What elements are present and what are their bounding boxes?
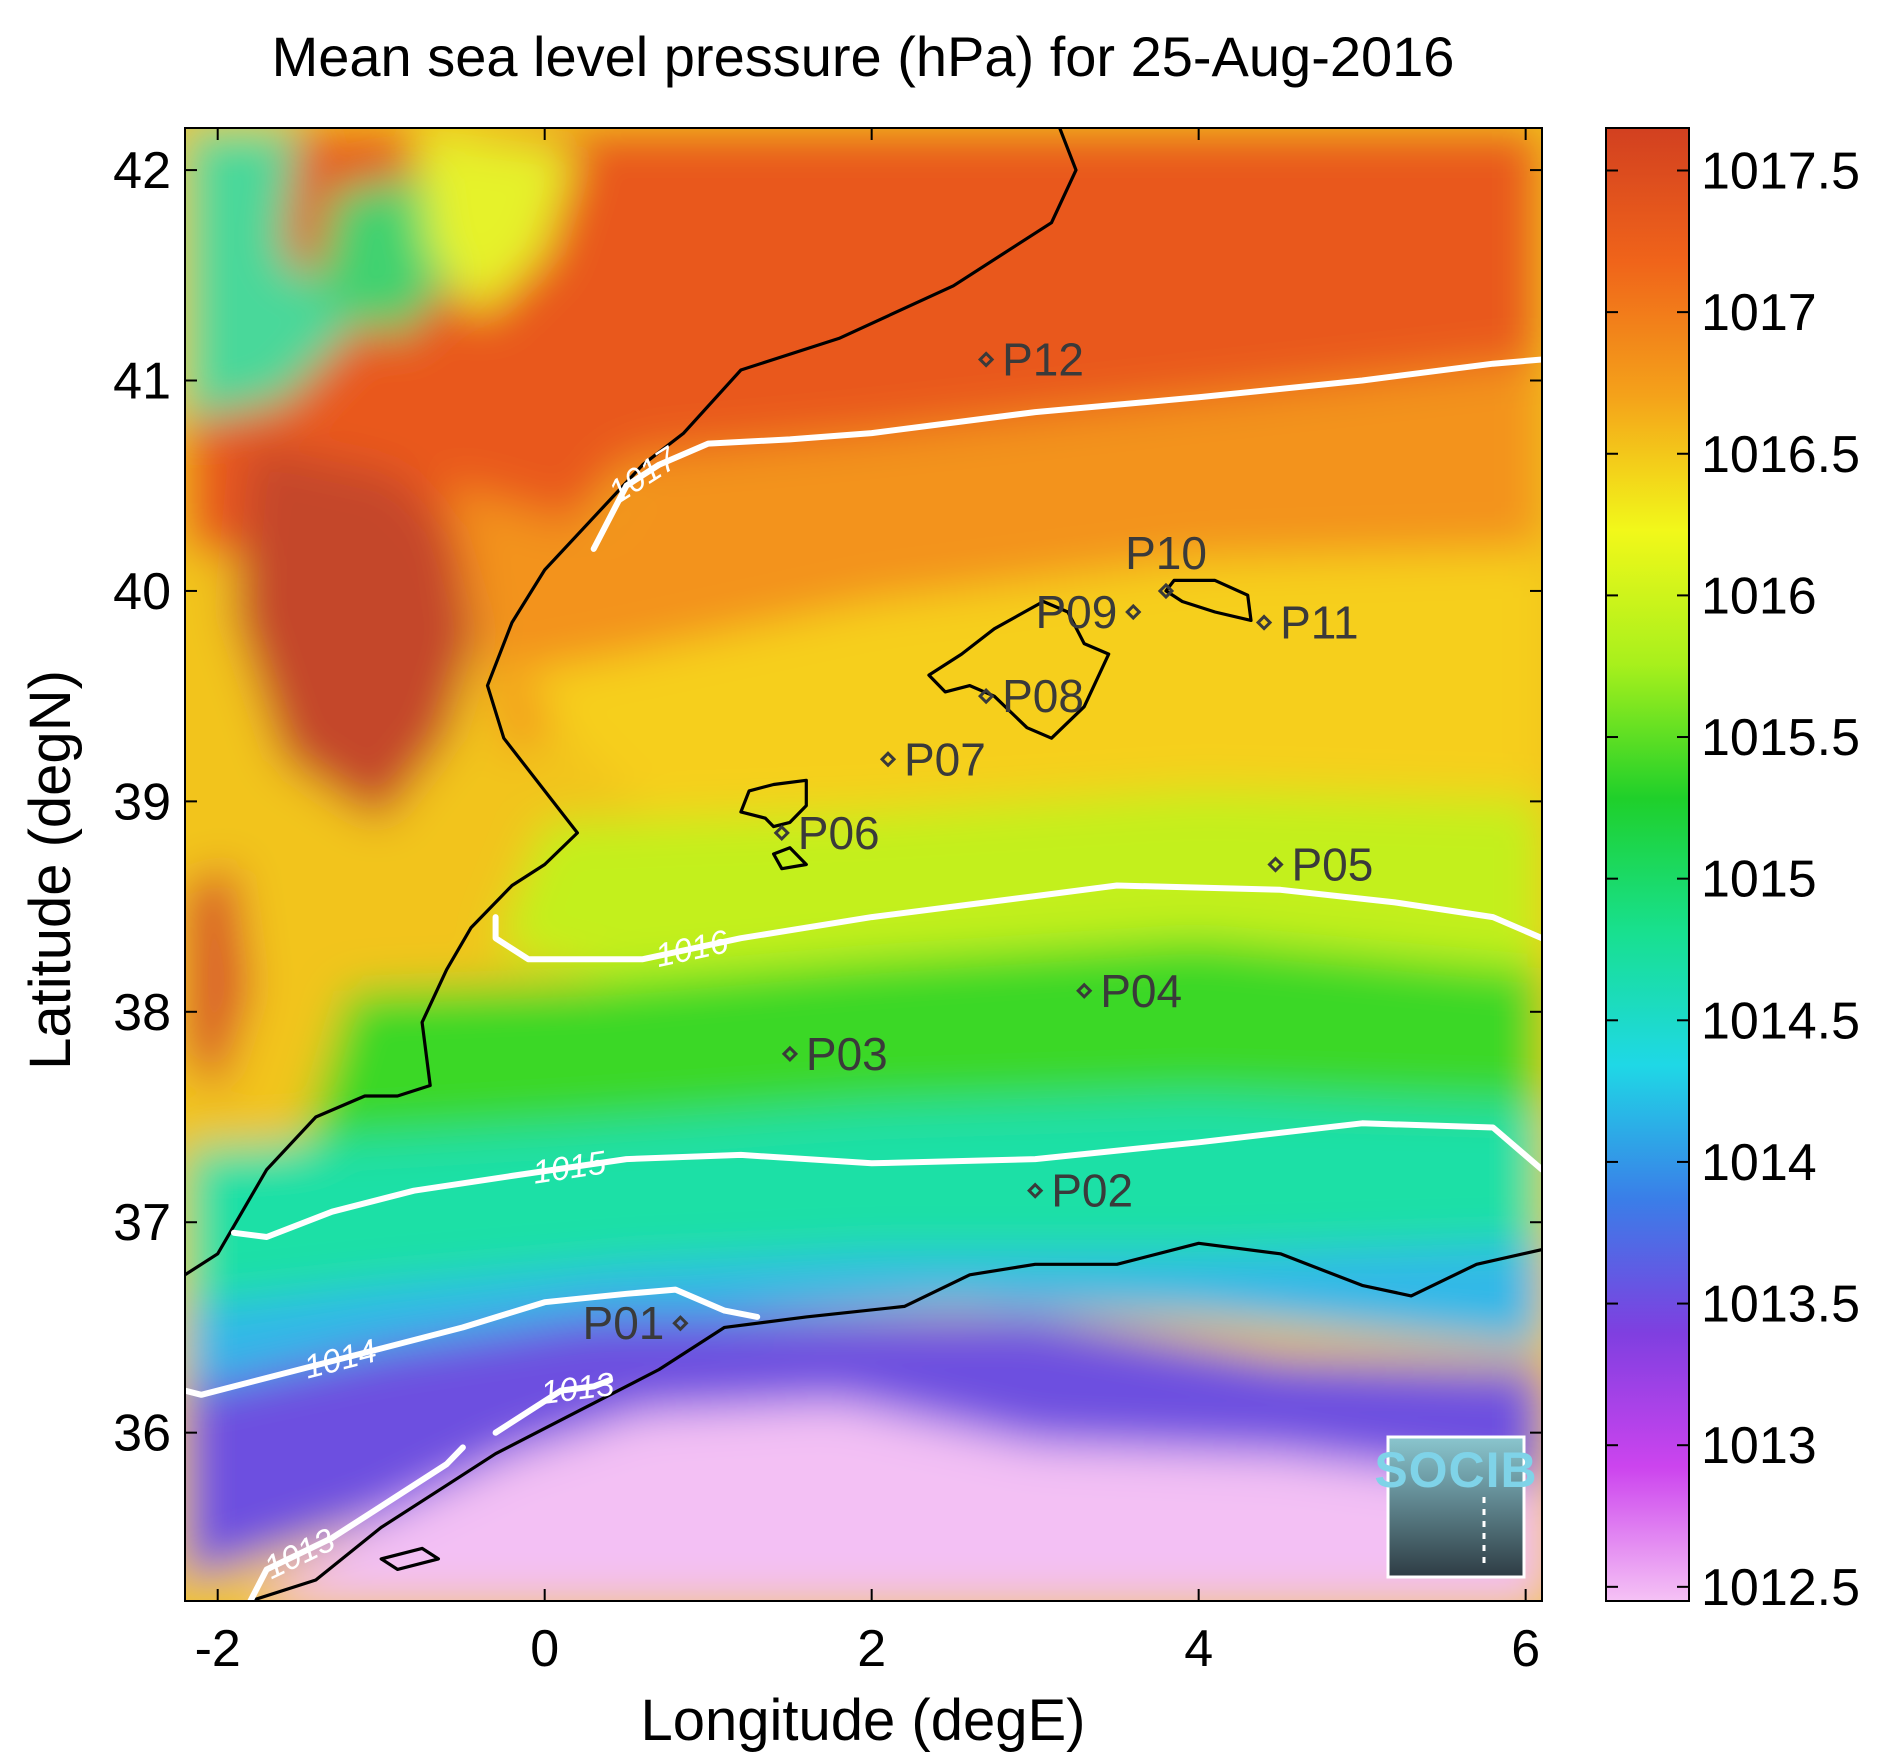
pressure-band-12 <box>185 128 365 423</box>
pressure-band-9 <box>250 1401 1542 1601</box>
plot-frame <box>184 127 1543 1602</box>
pressure-band-14 <box>413 128 578 318</box>
x-tick-label: 2 <box>857 1620 886 1678</box>
pressure-band-6 <box>185 1096 1542 1328</box>
station-marker-p08 <box>977 688 995 705</box>
station-label-p08: P08 <box>1002 670 1084 722</box>
pressure-band-3 <box>512 548 1542 844</box>
station-marker-p02 <box>1027 1182 1044 1199</box>
station-label-p12: P12 <box>1002 334 1084 386</box>
pressure-band-7 <box>185 1243 1542 1433</box>
colorbar-tick-label: 1014 <box>1701 1134 1817 1192</box>
contour-1015 <box>231 1120 1542 1240</box>
station-label-p02: P02 <box>1051 1165 1133 1217</box>
pressure-band-2 <box>446 359 1542 760</box>
colorbar-tick-label: 1017.5 <box>1701 142 1860 200</box>
station-label-p09: P09 <box>1035 586 1117 638</box>
contour-1016 <box>492 882 1542 963</box>
y-tick-label: 42 <box>113 142 171 200</box>
colorbar: 1012.5 1013 1013.5 1014 1014.5 1015 1015.5 1016… <box>1605 127 1860 1617</box>
pressure-band-10 <box>234 443 480 823</box>
logo-background <box>1386 1435 1526 1579</box>
station-marker-p11 <box>1255 614 1273 631</box>
colorbar-tick-label: 1013 <box>1701 1417 1817 1475</box>
station-label-p05: P05 <box>1292 839 1374 891</box>
y-tick-label: 37 <box>113 1194 171 1252</box>
contour-1013 <box>247 1444 466 1601</box>
station-label-p04: P04 <box>1100 965 1182 1017</box>
coastline <box>185 128 1542 1601</box>
station-label-p06: P06 <box>798 807 880 859</box>
station-label-p10: P10 <box>1125 527 1207 579</box>
pressure-band-8 <box>185 1316 1542 1580</box>
coastline-menorca <box>1164 578 1253 622</box>
station-label-p11: P11 <box>1280 597 1358 649</box>
pressure-band-11 <box>185 864 251 1096</box>
coastline-mallorca <box>927 599 1111 740</box>
chart-title: Mean sea level pressure (hPa) for 25-Aug… <box>272 25 1455 88</box>
x-tick-label: 4 <box>1184 1620 1213 1678</box>
colorbar-tick-label: 1016.5 <box>1701 426 1860 484</box>
socib-logo: SOCIB <box>1374 1435 1537 1579</box>
x-tick-label: 6 <box>1511 1620 1540 1678</box>
colorbar-tick-label: 1015.5 <box>1701 709 1860 767</box>
colorbar-tick-label: 1014.5 <box>1701 992 1860 1050</box>
contour-1014 <box>185 1286 761 1398</box>
coastline-formentera <box>772 846 808 871</box>
station-marker-p05 <box>1267 856 1284 873</box>
coastline-iberia <box>185 128 1078 1277</box>
coastline-ibiza <box>739 778 808 829</box>
x-tick-label: 0 <box>530 1620 559 1678</box>
contour-1013 <box>492 1377 614 1436</box>
colorbar-tick-label: 1013.5 <box>1701 1276 1860 1334</box>
station-label-p03: P03 <box>806 1028 888 1080</box>
y-tick-label: 41 <box>113 353 171 411</box>
colorbar-tick-label: 1016 <box>1701 567 1817 625</box>
station-marker-p04 <box>1076 982 1093 999</box>
colorbar-tick-label: 1015 <box>1701 851 1817 909</box>
station-label-p07: P07 <box>904 733 986 785</box>
station-marker-p01 <box>672 1315 689 1332</box>
logo-text: SOCIB <box>1374 1442 1537 1498</box>
y-tick-label: 38 <box>113 984 171 1042</box>
contour-1017 <box>590 356 1542 552</box>
station-marker-p12 <box>977 351 995 368</box>
y-axis-label: Latitude (degN) <box>18 670 83 1070</box>
y-tick-label: 36 <box>113 1405 171 1463</box>
station-marker-p09 <box>1125 603 1142 621</box>
x-axis-ticks: -2 0 2 4 6 <box>195 128 1540 1678</box>
pressure-field <box>185 128 1542 1601</box>
colorbar-tick-label: 1012.5 <box>1701 1559 1860 1617</box>
station-marker-p03 <box>781 1045 799 1063</box>
x-tick-label: -2 <box>195 1620 241 1678</box>
x-axis-label: Longitude (degE) <box>641 1688 1086 1753</box>
coastline-africa <box>249 1241 1542 1601</box>
y-tick-label: 39 <box>113 773 171 831</box>
station-label-p01: P01 <box>583 1297 665 1349</box>
station-marker-p06 <box>773 824 790 842</box>
y-axis-ticks: 36 37 38 39 40 41 42 <box>113 142 1542 1463</box>
coastline-islet <box>379 1546 440 1571</box>
station-marker-p07 <box>879 751 897 768</box>
y-tick-label: 40 <box>113 563 171 621</box>
colorbar-tick-label: 1017 <box>1701 284 1817 342</box>
colorbar-ticks: 1012.5 1013 1013.5 1014 1014.5 1015 1015.5 1016… <box>1606 142 1860 1617</box>
pressure-band-5 <box>299 938 1542 1160</box>
colorbar-gradient <box>1605 127 1690 1602</box>
station-marker-p10 <box>1157 582 1175 600</box>
